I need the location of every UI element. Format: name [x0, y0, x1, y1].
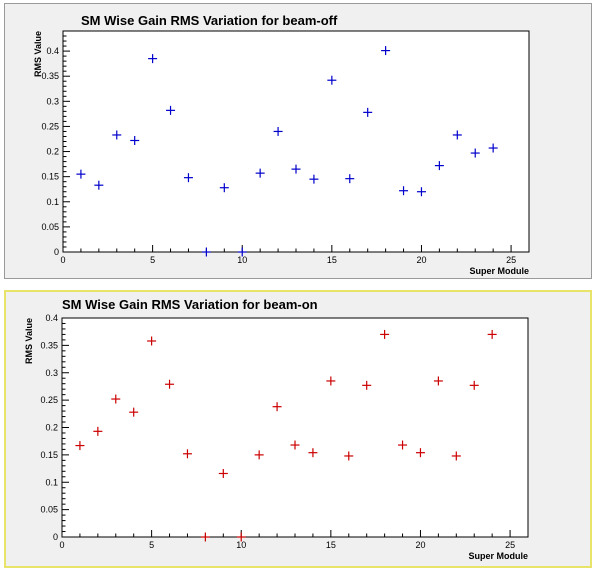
x-tick-label: 25	[506, 255, 516, 265]
data-point	[130, 135, 140, 145]
x-tick-label: 20	[415, 540, 425, 550]
data-point	[291, 164, 301, 174]
data-point	[362, 380, 372, 390]
data-point	[290, 440, 300, 450]
x-tick-label: 5	[149, 540, 154, 550]
plot-frame	[62, 30, 530, 253]
data-point	[75, 441, 85, 451]
x-tick-label: 25	[505, 540, 515, 550]
data-point	[488, 143, 498, 153]
x-tick-label: 15	[327, 255, 337, 265]
data-point	[470, 148, 480, 158]
y-tick-label: 0.15	[41, 172, 59, 182]
data-point	[452, 130, 462, 140]
scatter-plot[interactable]: 0 5 10 15 20 2500.050.10.150.20.250.30.350.4S…	[6, 292, 590, 566]
data-point	[399, 186, 409, 196]
x-tick-label: 0	[60, 255, 65, 265]
x-tick-label: 20	[416, 255, 426, 265]
chart-title: SM Wise Gain RMS Variation for beam-off	[81, 13, 338, 28]
data-point	[236, 532, 246, 542]
data-point	[237, 247, 247, 257]
data-point	[398, 440, 408, 450]
data-point	[93, 426, 103, 436]
data-point	[415, 448, 425, 458]
data-point	[326, 376, 336, 386]
data-point	[434, 161, 444, 171]
y-tick-label: 0.3	[45, 368, 58, 378]
x-tick-label: 10	[236, 540, 246, 550]
y-tick-label: 0.2	[46, 147, 59, 157]
data-point	[182, 449, 192, 459]
x-tick-label: 0	[59, 540, 64, 550]
y-tick-label: 0.3	[46, 96, 59, 106]
data-point	[380, 329, 390, 339]
y-tick-label: 0.35	[41, 71, 59, 81]
data-point	[112, 130, 122, 140]
y-axis-label: RMS Value	[24, 318, 34, 364]
y-tick-label: 0.1	[45, 477, 58, 487]
data-point	[147, 336, 157, 346]
data-point	[381, 46, 391, 56]
data-point	[451, 451, 461, 461]
data-point	[200, 532, 210, 542]
chart-title: SM Wise Gain RMS Variation for beam-on	[62, 297, 318, 312]
data-point	[94, 180, 104, 190]
y-tick-label: 0.2	[45, 423, 58, 433]
y-tick-label: 0.4	[45, 313, 58, 323]
plot-frame	[61, 317, 529, 538]
x-tick-label: 5	[150, 255, 155, 265]
data-point	[76, 169, 86, 179]
y-tick-label: 0.05	[41, 222, 59, 232]
y-tick-label: 0	[54, 247, 59, 257]
y-tick-label: 0.4	[46, 46, 59, 56]
y-axis-label: RMS Value	[33, 31, 43, 77]
chart-pad-beam-off[interactable]: SM Wise Gain RMS Variation for beam-off …	[4, 3, 592, 279]
y-tick-label: 0.1	[46, 197, 59, 207]
chart-pad-beam-on[interactable]: SM Wise Gain RMS Variation for beam-on 0…	[4, 290, 592, 568]
data-point	[218, 468, 228, 478]
data-point	[148, 54, 158, 64]
y-tick-label: 0.25	[40, 395, 58, 405]
data-point	[308, 448, 318, 458]
data-point	[201, 247, 211, 257]
data-point	[416, 187, 426, 197]
y-tick-label: 0.15	[40, 450, 58, 460]
scatter-plot[interactable]: 0 5 10 15 20 2500.050.10.150.20.250.30.350.4S…	[5, 4, 591, 278]
data-point	[165, 379, 175, 389]
x-tick-label: 10	[237, 255, 247, 265]
data-point	[433, 376, 443, 386]
data-point	[309, 174, 319, 184]
data-point	[345, 174, 355, 184]
data-point	[219, 183, 229, 193]
data-point	[487, 329, 497, 339]
y-tick-label: 0.05	[40, 505, 58, 515]
data-point	[273, 126, 283, 136]
x-axis-label: Super Module	[468, 551, 528, 561]
data-point	[344, 451, 354, 461]
data-point	[183, 173, 193, 183]
y-tick-label: 0.25	[41, 121, 59, 131]
data-point	[272, 402, 282, 412]
y-tick-label: 0	[53, 532, 58, 542]
x-tick-label: 15	[326, 540, 336, 550]
data-point	[111, 394, 121, 404]
data-point	[129, 407, 139, 417]
data-point	[327, 75, 337, 85]
data-point	[254, 450, 264, 460]
y-tick-label: 0.35	[40, 340, 58, 350]
data-point	[363, 107, 373, 117]
x-axis-label: Super Module	[469, 266, 529, 276]
data-point	[166, 105, 176, 115]
data-point	[255, 168, 265, 178]
data-point	[469, 380, 479, 390]
